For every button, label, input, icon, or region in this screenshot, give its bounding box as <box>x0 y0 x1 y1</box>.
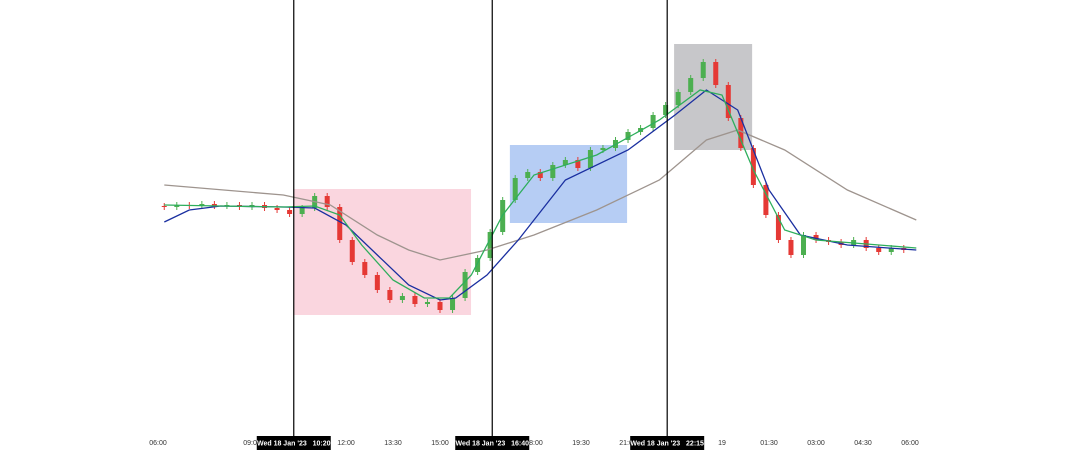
candle-body <box>512 178 518 200</box>
candle-body <box>725 85 731 118</box>
candle-body <box>650 115 656 128</box>
candle-body <box>450 298 456 310</box>
candle-body <box>424 302 430 304</box>
candle-body <box>349 240 355 262</box>
candle-body <box>387 290 393 300</box>
x-tick-label: 01:30 <box>760 440 778 447</box>
x-tick-label: 15:00 <box>431 440 449 447</box>
candle-body <box>487 232 493 258</box>
candle-body <box>537 172 543 178</box>
candle-body <box>575 160 581 168</box>
x-tick-label: 09:00 <box>243 440 261 447</box>
candle-body <box>299 208 305 214</box>
crosshair-label: Wed 18 Jan '23 22:15 <box>630 440 704 447</box>
candle-body <box>738 118 744 148</box>
x-tick-label: 12:00 <box>337 440 355 447</box>
candle-body <box>675 92 681 105</box>
candle-body <box>412 296 418 304</box>
candle-body <box>625 132 631 140</box>
x-tick-label: 06:00 <box>901 440 919 447</box>
x-tick-label: 18:00 <box>525 440 543 447</box>
candle-body <box>688 78 694 92</box>
zone <box>293 189 472 315</box>
crosshair-label-box <box>455 436 530 450</box>
crosshair-label: Wed 18 Jan '23 10:20 <box>257 440 331 447</box>
candle-body <box>550 165 556 178</box>
candle-body <box>174 205 180 207</box>
candle-body <box>287 210 293 214</box>
candle-body <box>525 172 531 178</box>
candle-body <box>700 62 706 78</box>
moving-average <box>164 129 917 261</box>
candle-body <box>600 148 606 150</box>
candle-body <box>587 150 593 168</box>
candle-body <box>763 185 769 215</box>
candle-body <box>274 208 280 210</box>
x-tick-label: 04:30 <box>854 440 872 447</box>
candle-body <box>324 196 330 207</box>
candle-body <box>876 248 882 252</box>
candle-body <box>713 62 719 85</box>
crosshair-label-box <box>630 436 705 450</box>
candle-body <box>800 235 807 255</box>
candle-body <box>399 296 405 300</box>
candle-body <box>813 235 819 240</box>
candle-body <box>437 302 443 310</box>
candle-body <box>663 105 669 115</box>
crosshair-label: Wed 18 Jan '23 16:40 <box>455 440 529 447</box>
candle-body <box>362 262 368 275</box>
x-tick-label: 03:00 <box>807 440 825 447</box>
candle-body <box>337 207 343 240</box>
crosshair-label-box <box>256 436 331 450</box>
x-tick-label: 19:30 <box>572 440 590 447</box>
x-tick-label: 13:30 <box>384 440 402 447</box>
candle-body <box>161 206 167 207</box>
candle-body <box>750 148 756 185</box>
candle-body <box>462 272 468 298</box>
candle-body <box>775 215 781 240</box>
candle-body <box>888 248 894 252</box>
candle-body <box>788 240 794 255</box>
x-tick-label: 19 <box>718 440 726 447</box>
candle-body <box>211 204 217 206</box>
candle-body <box>374 275 380 290</box>
x-tick-label: 06:00 <box>149 440 167 447</box>
candle-body <box>199 204 205 206</box>
candle-body <box>475 258 481 272</box>
x-tick-label: 21:00 <box>619 440 637 447</box>
moving-average <box>164 89 917 299</box>
candle-body <box>562 160 568 165</box>
zone <box>509 145 628 223</box>
